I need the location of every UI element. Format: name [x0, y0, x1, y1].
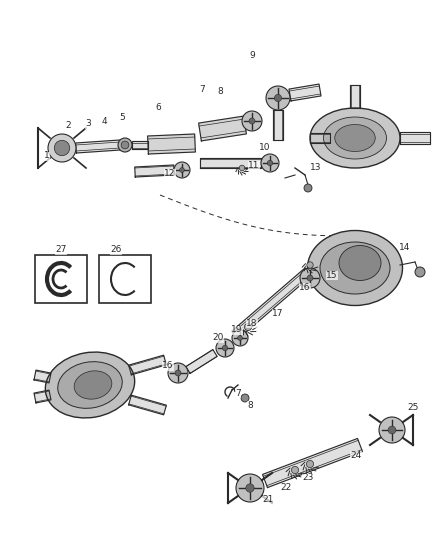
- Text: 7: 7: [235, 389, 241, 398]
- Circle shape: [415, 267, 425, 277]
- Text: 12: 12: [164, 168, 176, 177]
- Text: 26: 26: [110, 246, 122, 254]
- Polygon shape: [198, 116, 247, 141]
- Polygon shape: [289, 84, 321, 101]
- Ellipse shape: [324, 117, 386, 159]
- Text: 18: 18: [246, 319, 258, 327]
- Text: 8: 8: [247, 400, 253, 409]
- Circle shape: [379, 417, 405, 443]
- Text: 25: 25: [407, 402, 419, 411]
- Polygon shape: [129, 395, 166, 415]
- Text: 24: 24: [350, 450, 362, 459]
- Circle shape: [249, 118, 255, 124]
- Text: 5: 5: [119, 114, 125, 123]
- Circle shape: [239, 165, 245, 171]
- Text: 16: 16: [162, 361, 174, 370]
- Circle shape: [174, 162, 190, 178]
- Circle shape: [121, 141, 129, 149]
- Circle shape: [54, 140, 70, 156]
- Text: 17: 17: [272, 309, 284, 318]
- Circle shape: [304, 184, 312, 192]
- Text: 8: 8: [217, 87, 223, 96]
- Circle shape: [48, 134, 76, 162]
- Circle shape: [242, 111, 262, 131]
- Circle shape: [244, 324, 251, 330]
- Polygon shape: [148, 134, 195, 154]
- Circle shape: [232, 330, 248, 346]
- Bar: [35, 255, 87, 303]
- Text: 27: 27: [55, 246, 67, 254]
- Circle shape: [300, 268, 320, 288]
- Ellipse shape: [307, 230, 403, 305]
- Polygon shape: [135, 165, 174, 177]
- Circle shape: [168, 363, 188, 383]
- Circle shape: [291, 466, 299, 474]
- Circle shape: [223, 345, 228, 351]
- Text: 14: 14: [399, 244, 411, 253]
- Circle shape: [388, 426, 396, 434]
- Text: 11: 11: [248, 160, 260, 169]
- Text: 21: 21: [262, 496, 274, 505]
- Circle shape: [236, 474, 264, 502]
- Text: 10: 10: [259, 143, 271, 152]
- Ellipse shape: [310, 108, 400, 168]
- Ellipse shape: [335, 125, 375, 151]
- Text: 20: 20: [212, 334, 224, 343]
- Ellipse shape: [45, 352, 134, 418]
- Polygon shape: [310, 133, 330, 143]
- Text: 15: 15: [326, 271, 338, 279]
- Circle shape: [307, 461, 314, 467]
- Polygon shape: [350, 85, 360, 108]
- Circle shape: [118, 138, 132, 152]
- Circle shape: [241, 394, 249, 402]
- Polygon shape: [129, 355, 166, 375]
- Polygon shape: [273, 110, 283, 140]
- Text: 6: 6: [155, 103, 161, 112]
- Polygon shape: [244, 116, 253, 128]
- Circle shape: [180, 167, 184, 172]
- Polygon shape: [76, 140, 120, 153]
- Text: 23: 23: [302, 473, 314, 482]
- Ellipse shape: [74, 371, 112, 399]
- Text: 19: 19: [231, 326, 243, 335]
- Circle shape: [307, 262, 313, 268]
- Ellipse shape: [339, 246, 381, 280]
- Text: 4: 4: [101, 117, 107, 126]
- Circle shape: [246, 484, 254, 492]
- Circle shape: [266, 86, 290, 110]
- Circle shape: [307, 275, 313, 281]
- Circle shape: [216, 339, 234, 357]
- Polygon shape: [34, 390, 51, 403]
- Text: 13: 13: [310, 164, 322, 173]
- Circle shape: [267, 160, 273, 166]
- Polygon shape: [34, 370, 51, 383]
- Circle shape: [261, 154, 279, 172]
- Polygon shape: [400, 132, 430, 144]
- Polygon shape: [262, 439, 363, 488]
- Ellipse shape: [58, 362, 122, 408]
- Circle shape: [237, 336, 242, 341]
- Text: 2: 2: [65, 122, 71, 131]
- Text: 1: 1: [44, 151, 50, 160]
- Text: 22: 22: [280, 483, 292, 492]
- Bar: [99, 255, 151, 303]
- Text: 3: 3: [85, 119, 91, 128]
- Text: 16: 16: [299, 282, 311, 292]
- Text: 7: 7: [199, 85, 205, 94]
- Polygon shape: [186, 350, 217, 374]
- Text: 9: 9: [249, 51, 255, 60]
- Polygon shape: [132, 141, 148, 149]
- Polygon shape: [200, 158, 261, 168]
- Circle shape: [274, 94, 282, 102]
- Polygon shape: [232, 268, 311, 339]
- Circle shape: [175, 370, 181, 376]
- Ellipse shape: [320, 242, 390, 294]
